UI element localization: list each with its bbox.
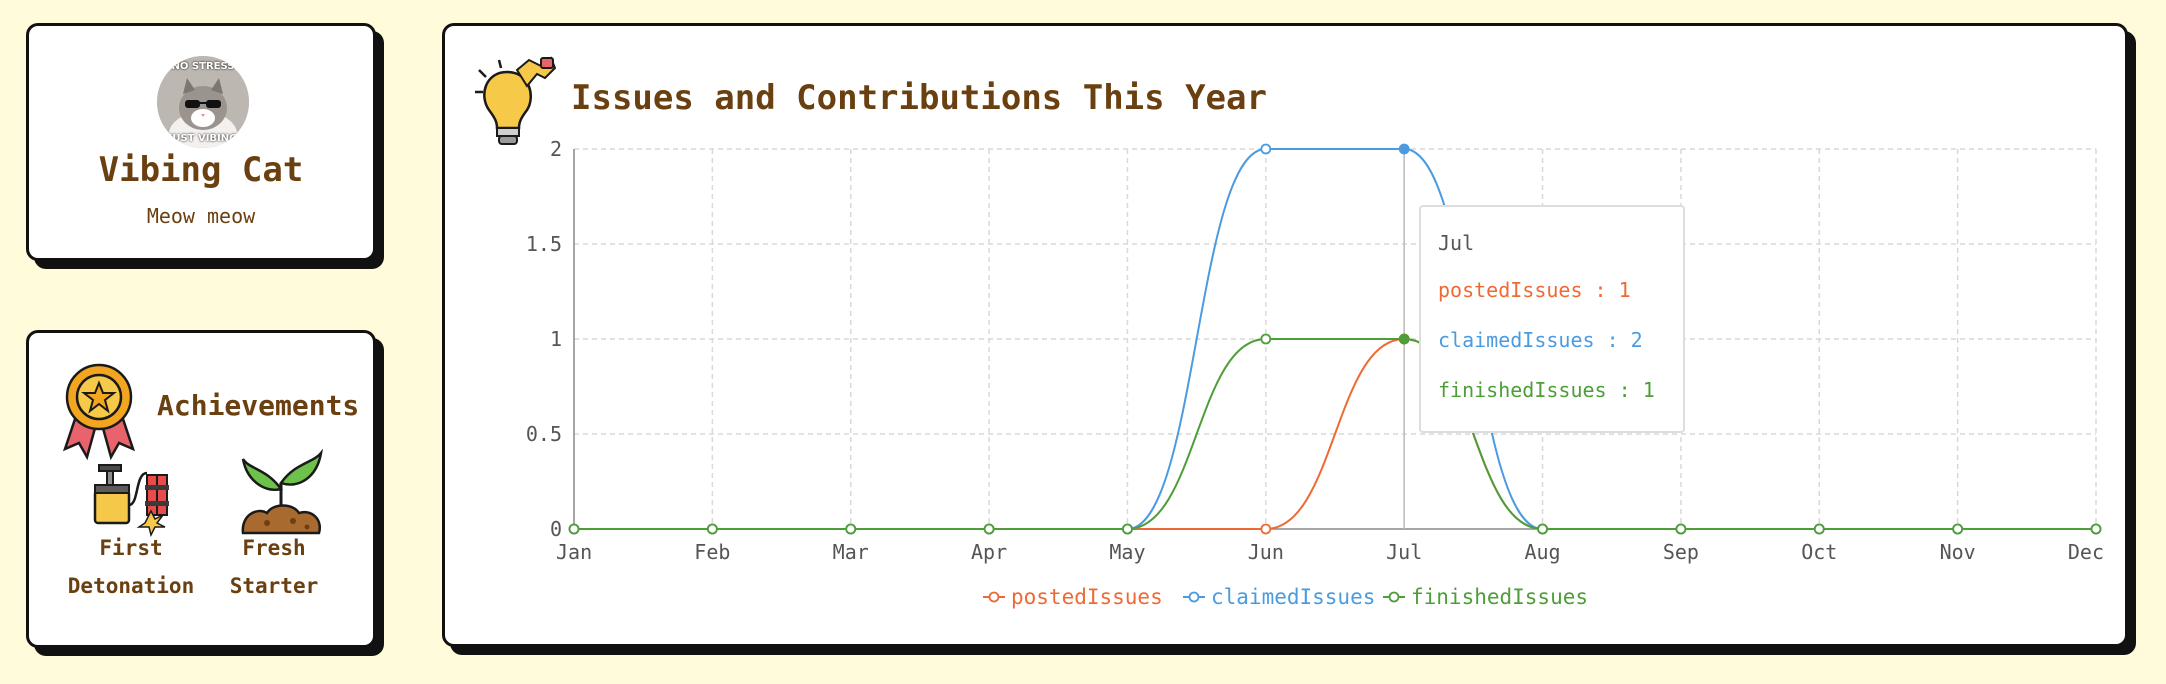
avatar-caption-top: NO STRESS xyxy=(171,61,235,72)
data-point-finishedIssues xyxy=(1675,523,1687,535)
x-tick-label: Sep xyxy=(1663,540,1699,564)
profile-card: NO STRESS JUST VIBING Vibing Cat Meow me… xyxy=(26,23,376,261)
tooltip-box xyxy=(1419,205,1685,433)
avatar-caption-bottom: JUST VIBING xyxy=(168,133,238,144)
x-tick-label: Nov xyxy=(1940,540,1976,564)
data-point-postedIssues xyxy=(1260,523,1272,535)
data-point-finishedIssues xyxy=(1260,333,1272,345)
x-tick-label: Dec xyxy=(2068,540,2104,564)
badge-label-line1: First xyxy=(99,536,163,560)
data-point-finishedIssues xyxy=(706,523,718,535)
y-tick-label: 0.5 xyxy=(526,422,562,446)
x-tick-label: Oct xyxy=(1801,540,1837,564)
tooltip-row: postedIssues : 1 xyxy=(1438,278,1631,302)
data-point-claimedIssues xyxy=(1398,143,1410,155)
data-point-finishedIssues xyxy=(983,523,995,535)
x-tick-label: May xyxy=(1109,540,1145,564)
medal-icon xyxy=(62,363,136,461)
tooltip-row: claimedIssues : 2 xyxy=(1438,328,1643,352)
badge-label-line2: Detonation xyxy=(67,574,195,598)
badge-label-line1: Fresh xyxy=(242,536,306,560)
data-point-finishedIssues xyxy=(1813,523,1825,535)
data-point-finishedIssues xyxy=(1537,523,1548,535)
x-tick-label: Apr xyxy=(971,540,1007,564)
data-point-finishedIssues xyxy=(1952,523,1964,535)
x-tick-label: Jan xyxy=(556,540,592,564)
legend-label-claimedIssues: claimedIssues xyxy=(1211,585,1375,609)
badge-label-line2: Starter xyxy=(229,574,319,598)
badge-label-first-detonation: First Detonation xyxy=(56,529,206,605)
legend-marker-postedIssues xyxy=(988,591,1000,603)
detonator-icon xyxy=(93,464,169,538)
lightbulb-icon xyxy=(475,56,557,145)
tooltip-row: finishedIssues : 1 xyxy=(1438,378,1655,402)
data-point-finishedIssues xyxy=(1398,333,1410,345)
line-chart[interactable]: 0 0.5 1 1.5 2 Jan Feb Mar Apr May Jun Jul Aug Sep Oct N… xyxy=(445,26,2125,644)
achievements-title: Achievements xyxy=(157,389,360,422)
y-tick-label: 2 xyxy=(550,137,562,161)
data-point-finishedIssues xyxy=(568,523,580,535)
data-point-finishedIssues xyxy=(2090,523,2102,535)
y-tick-label: 1 xyxy=(550,327,562,351)
legend-marker-claimedIssues xyxy=(1188,591,1200,603)
data-point-finishedIssues xyxy=(1122,523,1133,535)
y-tick-label: 0 xyxy=(550,517,562,541)
x-tick-label: Jun xyxy=(1248,540,1284,564)
chart-card: Issues and Contributions This Year 0 0.5 1… xyxy=(442,23,2128,647)
cat-avatar-image xyxy=(157,56,249,148)
x-tick-label: Mar xyxy=(833,540,869,564)
y-tick-label: 1.5 xyxy=(526,232,562,256)
legend-label-finishedIssues: finishedIssues xyxy=(1411,585,1588,609)
tooltip-title: Jul xyxy=(1438,231,1474,255)
sprout-icon xyxy=(241,449,323,535)
chart-title: Issues and Contributions This Year xyxy=(571,78,1267,118)
x-tick-label: Feb xyxy=(694,540,730,564)
legend-marker-finishedIssues xyxy=(1388,591,1400,603)
x-tick-label: Aug xyxy=(1524,540,1560,564)
avatar[interactable]: NO STRESS JUST VIBING xyxy=(157,56,249,148)
achievements-card: Achievements First Detonation xyxy=(26,330,376,648)
x-tick-label: Jul xyxy=(1386,540,1422,564)
profile-subtitle: Meow meow xyxy=(146,204,256,228)
profile-name: Vibing Cat xyxy=(98,150,304,190)
data-point-claimedIssues xyxy=(1260,143,1272,155)
legend-label-postedIssues: postedIssues xyxy=(1011,585,1163,609)
badge-label-fresh-starter: Fresh Starter xyxy=(199,529,349,605)
data-point-finishedIssues xyxy=(845,523,857,535)
